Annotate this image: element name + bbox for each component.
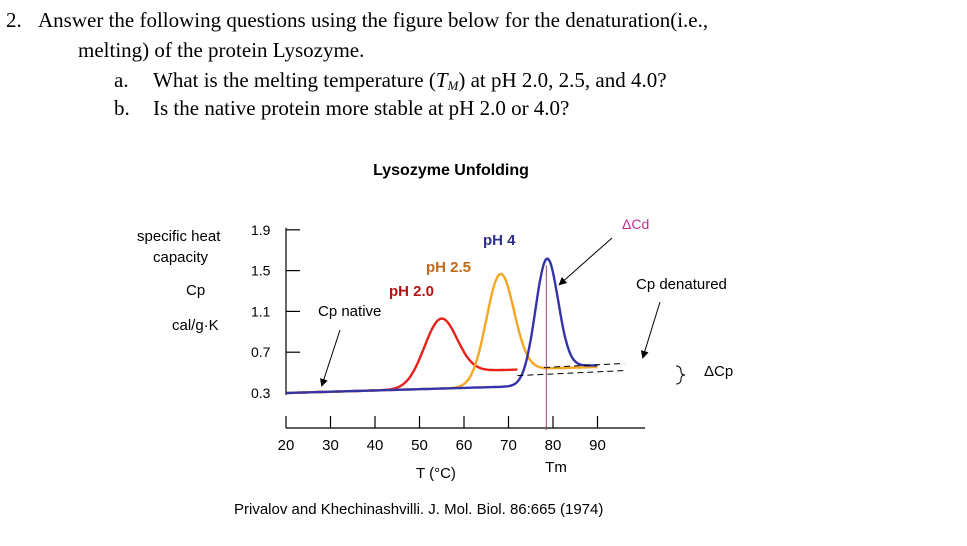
question-line-2: melting) of the protein Lysozyme. <box>78 38 365 62</box>
cp-native-arrow <box>320 329 341 387</box>
question-number: 2. <box>6 8 22 32</box>
cp-native-label: Cp native <box>318 303 381 320</box>
series-label: pH 2.0 <box>389 283 434 300</box>
y-axis-label-line1: specific heat <box>137 228 221 245</box>
delta-cd-label: ΔCd <box>622 216 649 232</box>
dashed-line-native-extrapolation <box>517 370 625 377</box>
subquestion-a-text-before: What is the melting temperature ( <box>153 68 436 92</box>
y-axis-label-line2: capacity <box>153 249 209 266</box>
y-tick-label: 1.9 <box>251 222 271 238</box>
x-axis-label: T (°C) <box>416 465 456 482</box>
dashed-line-denatured <box>544 362 625 368</box>
subquestion-a-text: What is the melting temperature (TM) at … <box>153 68 667 98</box>
y-axis-label-cp: Cp <box>186 282 205 299</box>
tm-subscript: M <box>447 78 459 93</box>
x-tick-label: 60 <box>456 437 473 454</box>
x-tick-label: 70 <box>500 437 517 454</box>
subquestion-a-text-after: ) at pH 2.0, 2.5, and 4.0? <box>458 68 667 92</box>
series-line-ph-2-5 <box>285 272 598 395</box>
chart-title: Lysozyme Unfolding <box>373 162 529 179</box>
y-tick-label: 0.7 <box>251 344 271 360</box>
x-tick-label: 20 <box>278 437 295 454</box>
cp-denatured-label: Cp denatured <box>636 276 727 293</box>
series-lines <box>285 257 598 395</box>
y-tick-label: 1.5 <box>251 263 271 279</box>
series-label: pH 2.5 <box>426 259 471 276</box>
axes <box>285 227 645 429</box>
subquestion-b-text: Is the native protein more stable at pH … <box>153 96 570 120</box>
x-tick-label: 40 <box>367 437 384 454</box>
cp-denatured-arrow <box>640 301 661 359</box>
x-tick-label: 50 <box>411 437 428 454</box>
question-line-1: Answer the following questions using the… <box>38 8 709 32</box>
x-tick-label: 30 <box>322 437 339 454</box>
delta-cp-brace <box>675 365 686 385</box>
annotations <box>320 237 686 430</box>
y-tick-label: 1.1 <box>251 303 271 319</box>
citation: Privalov and Khechinashvilli. J. Mol. Bi… <box>234 501 604 518</box>
series-line-ph-4 <box>285 257 598 395</box>
x-axis-label-tm: Tm <box>545 459 567 476</box>
y-axis-label-units: cal/g·K <box>172 317 219 334</box>
x-tick-label: 80 <box>545 437 562 454</box>
tm-symbol: T <box>435 68 448 92</box>
series-label: pH 4 <box>483 232 516 249</box>
series-line-ph-2-0 <box>285 317 518 395</box>
x-tick-label: 90 <box>589 437 606 454</box>
subquestion-a-marker: a. <box>114 68 129 92</box>
y-tick-label: 0.3 <box>251 385 271 401</box>
delta-cp-label: ΔCp <box>704 363 733 380</box>
subquestion-b-marker: b. <box>114 96 130 120</box>
delta-cd-arrow <box>558 237 613 286</box>
chart-text: 0.3 0.7 1.1 1.5 1.9 20 30 40 50 60 70 80 90 Lysozyme … <box>137 162 733 482</box>
